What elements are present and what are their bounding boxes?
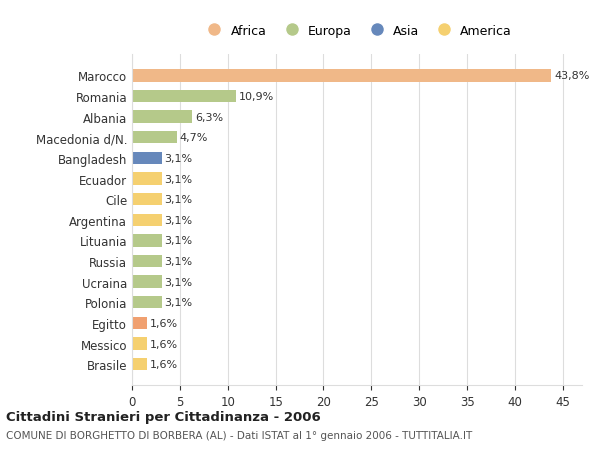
Text: 1,6%: 1,6% [150, 359, 178, 369]
Bar [132, 338, 148, 350]
Bar [132, 317, 148, 330]
Text: 3,1%: 3,1% [164, 174, 193, 184]
Text: 1,6%: 1,6% [150, 318, 178, 328]
Bar [132, 152, 161, 165]
Text: 1,6%: 1,6% [150, 339, 178, 349]
Text: 3,1%: 3,1% [164, 277, 193, 287]
Bar [132, 173, 161, 185]
Bar [132, 297, 161, 309]
Text: 3,1%: 3,1% [164, 236, 193, 246]
Text: 3,1%: 3,1% [164, 195, 193, 205]
Text: 4,7%: 4,7% [180, 133, 208, 143]
Bar [132, 194, 161, 206]
Text: 6,3%: 6,3% [195, 112, 223, 123]
Bar [132, 358, 148, 370]
Text: 3,1%: 3,1% [164, 257, 193, 267]
Bar [132, 111, 193, 123]
Bar [132, 235, 161, 247]
Text: 10,9%: 10,9% [239, 92, 274, 102]
Text: COMUNE DI BORGHETTO DI BORBERA (AL) - Dati ISTAT al 1° gennaio 2006 - TUTTITALIA: COMUNE DI BORGHETTO DI BORBERA (AL) - Da… [6, 431, 472, 440]
Text: 3,1%: 3,1% [164, 215, 193, 225]
Text: Cittadini Stranieri per Cittadinanza - 2006: Cittadini Stranieri per Cittadinanza - 2… [6, 410, 321, 423]
Bar [132, 91, 236, 103]
Bar [132, 132, 177, 144]
Text: 3,1%: 3,1% [164, 154, 193, 163]
Bar [132, 214, 161, 226]
Text: 43,8%: 43,8% [554, 71, 590, 81]
Text: 3,1%: 3,1% [164, 297, 193, 308]
Bar [132, 70, 551, 83]
Bar [132, 276, 161, 288]
Legend: Africa, Europa, Asia, America: Africa, Europa, Asia, America [196, 18, 518, 44]
Bar [132, 255, 161, 268]
